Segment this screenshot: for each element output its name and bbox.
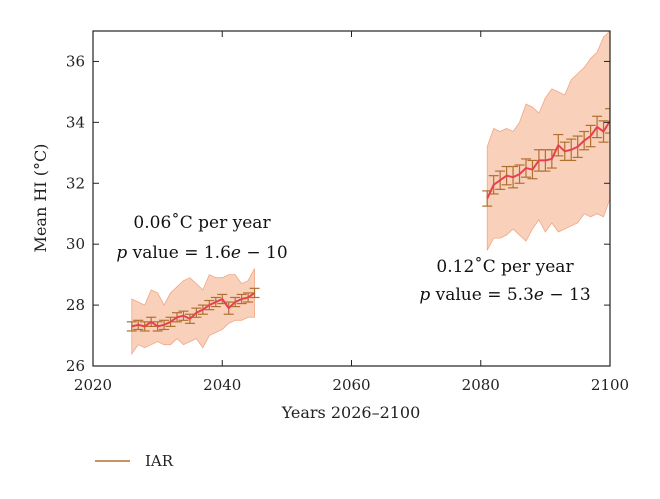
x-tick-label: 2080 [462, 376, 500, 394]
error-bar [605, 108, 610, 134]
mean-lines [131, 120, 610, 328]
y-tick-label: 26 [66, 357, 85, 375]
x-tick-label: 2100 [591, 376, 629, 394]
error-bars [126, 108, 610, 332]
annotation-early-pvalue: p value = 1.6e − 10 [116, 243, 287, 263]
y-tick-label: 32 [66, 174, 85, 192]
uncertainty-band-1 [131, 268, 255, 356]
annotation-late-pvalue: p value = 5.3e − 13 [419, 285, 590, 305]
annotation-late: 0.12˚C per year p value = 5.3e − 13 [419, 257, 590, 305]
uncertainty-band-2 [486, 31, 610, 251]
x-tick-label: 2040 [203, 376, 241, 394]
y-tick-label: 36 [66, 52, 85, 70]
mean-line-1 [131, 292, 256, 328]
x-tick-label: 2060 [332, 376, 370, 394]
annotation-early: 0.06˚C per year p value = 1.6e − 10 [116, 213, 287, 263]
y-tick-label: 34 [66, 113, 85, 131]
y-tick-label: 30 [66, 235, 85, 253]
x-axis-ticks: 2020 2040 2060 2080 2100 [74, 31, 629, 394]
y-axis-title: Mean HI (°C) [31, 144, 50, 253]
y-axis-ticks: 26 28 30 32 34 36 [66, 52, 610, 375]
x-axis-title: Years 2026–2100 [281, 403, 421, 422]
annotation-early-rate: 0.06˚C per year [133, 213, 271, 233]
annotation-late-rate: 0.12˚C per year [436, 257, 574, 277]
mean-line-2 [486, 120, 610, 199]
legend-label-iar: IAR [145, 452, 174, 470]
uncertainty-bands [131, 31, 610, 356]
y-tick-label: 28 [66, 296, 85, 314]
legend: IAR [95, 452, 174, 470]
x-tick-label: 2020 [74, 376, 112, 394]
